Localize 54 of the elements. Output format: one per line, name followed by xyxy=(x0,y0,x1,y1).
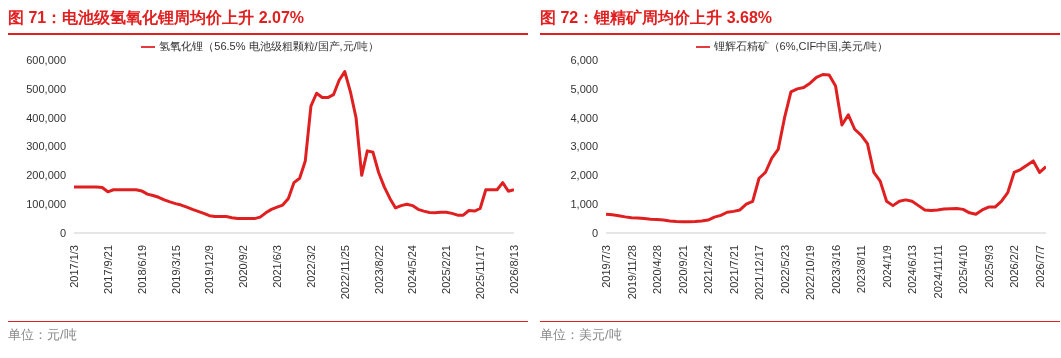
line-series xyxy=(606,73,1046,224)
x-tick-label: 2019/11/28 xyxy=(625,245,638,300)
x-tick-label: 2021/6/3 xyxy=(271,245,284,288)
x-tick-label: 2019/3/15 xyxy=(169,245,182,294)
x-tick-label: 2021/7/21 xyxy=(727,245,740,294)
x-tick-label: 2017/1/3 xyxy=(68,245,80,288)
x-tick-label: 2026/8/13 xyxy=(508,245,520,294)
chart-title: 图 71：电池级氢氧化锂周均价上升 2.07% xyxy=(8,8,528,35)
y-tick-label: 600,000 xyxy=(26,54,66,66)
x-tick-label: 2020/9/21 xyxy=(676,245,689,294)
x-tick-label: 2022/10/19 xyxy=(804,245,817,301)
text: 单位：元/吨 xyxy=(8,321,528,344)
x-tick-label: 2022/5/23 xyxy=(778,245,791,294)
y-tick-label: 0 xyxy=(591,226,598,239)
x-tick-label: 2020/4/28 xyxy=(651,245,664,294)
y-tick-label: 4,000 xyxy=(570,111,598,124)
y-tick-label: 200,000 xyxy=(26,169,66,182)
x-tick-label: 2024/11/11 xyxy=(931,245,944,299)
x-tick-label: 2023/8/11 xyxy=(855,245,868,294)
x-tick-label: 2022/3/2 xyxy=(304,245,317,288)
legend-label: 锂辉石精矿（6%,CIF中国,美元/吨） xyxy=(713,40,889,52)
x-tick-label: 2019/12/9 xyxy=(203,245,216,294)
x-tick-label: 2024/6/13 xyxy=(906,245,919,294)
y-tick-label: 0 xyxy=(59,226,66,239)
x-tick-label: 2023/8/22 xyxy=(372,245,385,294)
x-tick-label: 2017/9/21 xyxy=(101,245,114,294)
x-tick-label: 2024/1/9 xyxy=(880,245,893,288)
x-tick-label: 2019/7/3 xyxy=(600,245,612,288)
y-tick-label: 5,000 xyxy=(570,82,598,95)
y-tick-label: 500,000 xyxy=(26,82,66,95)
x-tick-label: 2022/11/25 xyxy=(338,245,351,300)
x-tick-label: 2025/2/21 xyxy=(440,245,453,294)
legend-label: 氢氧化锂（56.5% 电池级粗颗粒/国产,元/吨） xyxy=(159,40,379,52)
text: 单位：美元/吨 xyxy=(540,321,1060,344)
x-tick-label: 2025/4/10 xyxy=(957,245,970,294)
x-tick-label: 2026/2/2 xyxy=(1008,245,1021,288)
chart-title: 图 72：锂精矿周均价上升 3.68% xyxy=(540,8,1060,35)
x-tick-label: 2021/2/24 xyxy=(702,245,715,294)
y-tick-label: 2,000 xyxy=(570,169,598,182)
line-series xyxy=(74,70,514,221)
y-tick-label: 1,000 xyxy=(570,198,598,211)
x-tick-label: 2024/5/24 xyxy=(406,245,419,294)
y-tick-label: 400,000 xyxy=(26,111,66,124)
x-tick-label: 2020/9/2 xyxy=(237,245,250,288)
y-tick-label: 100,000 xyxy=(26,198,66,211)
y-tick-label: 300,000 xyxy=(26,140,66,153)
x-tick-label: 2026/7/7 xyxy=(1033,245,1046,288)
x-tick-label: 2018/6/19 xyxy=(135,245,148,294)
x-tick-label: 2021/12/17 xyxy=(753,245,766,301)
x-tick-label: 2023/3/16 xyxy=(829,245,842,294)
x-tick-label: 2025/11/17 xyxy=(474,245,487,300)
y-tick-label: 3,000 xyxy=(570,140,598,153)
x-tick-label: 2025/9/3 xyxy=(982,245,995,288)
y-tick-label: 6,000 xyxy=(570,54,598,66)
